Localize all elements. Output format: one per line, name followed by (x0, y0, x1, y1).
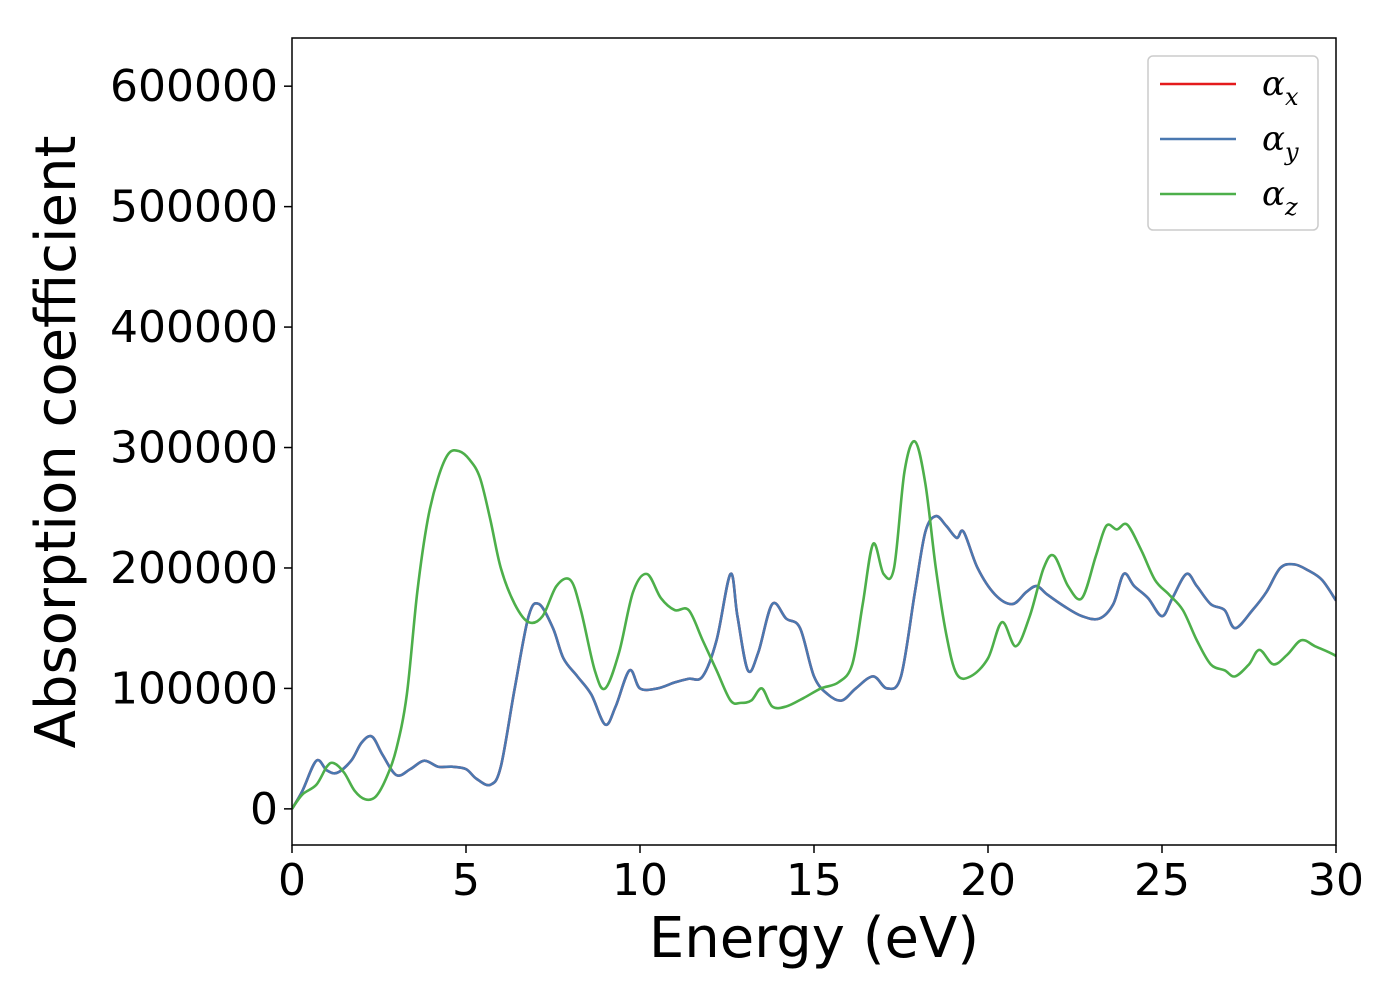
series-layer (292, 440, 1336, 810)
x-tick-label: 20 (960, 855, 1016, 906)
y-tick-label: 100000 (110, 663, 278, 714)
y-tick-label: 400000 (110, 302, 278, 353)
x-tick-label: 5 (452, 855, 480, 906)
y-tick-label: 600000 (110, 61, 278, 112)
y-tick-label: 500000 (110, 182, 278, 233)
series-line-alpha-z (292, 440, 1336, 810)
x-tick-label: 0 (278, 855, 306, 906)
x-axis-title: Energy (eV) (649, 906, 979, 971)
x-tick-label: 25 (1134, 855, 1190, 906)
y-tick-label: 200000 (110, 543, 278, 594)
x-axis-ticks: 0 5 10 15 20 25 30 (278, 845, 1364, 906)
x-tick-label: 15 (786, 855, 842, 906)
series-line-alpha-x (292, 514, 1336, 810)
legend-box (1147, 55, 1319, 231)
y-tick-label: 300000 (110, 423, 278, 474)
y-axis-ticks: 0 100000 200000 300000 400000 500000 600000 (110, 61, 292, 835)
series-line-alpha-y (292, 514, 1336, 810)
x-tick-label: 10 (612, 855, 668, 906)
x-tick-label: 30 (1308, 855, 1364, 906)
y-tick-label: 0 (250, 784, 278, 835)
y-axis-title: Absorption coefficient (24, 136, 89, 749)
